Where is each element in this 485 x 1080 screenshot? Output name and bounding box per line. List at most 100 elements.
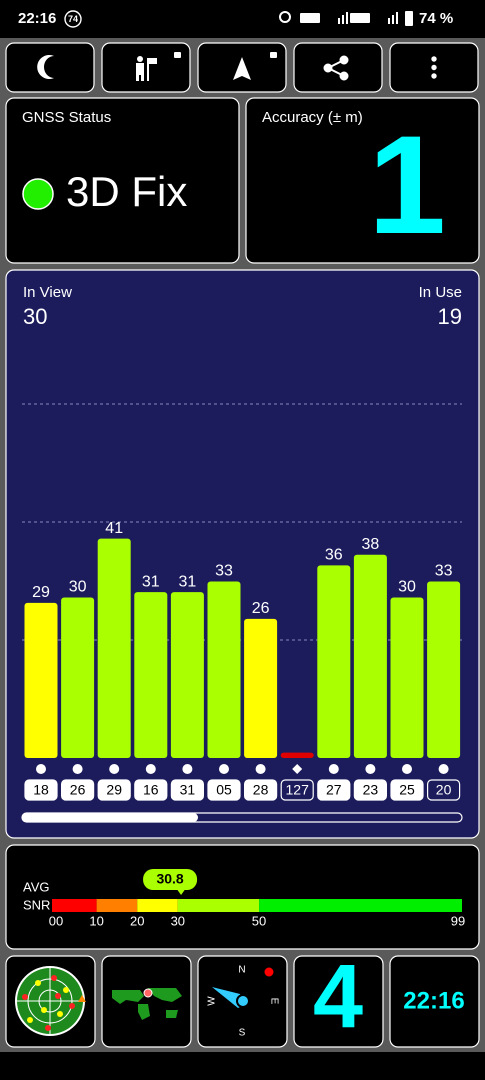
snr-value: 30 bbox=[69, 579, 87, 596]
satellite-id: 23 bbox=[363, 782, 379, 798]
accuracy-panel bbox=[245, 97, 480, 264]
satellite-marker bbox=[365, 764, 376, 774]
avg-snr-value: 30.8 bbox=[156, 871, 183, 887]
snr-bar bbox=[97, 538, 131, 758]
navigation-bar bbox=[0, 1052, 485, 1080]
satellite-marker bbox=[255, 764, 266, 774]
night-mode-button[interactable] bbox=[5, 42, 95, 93]
accuracy-label: Accuracy (± m) bbox=[262, 109, 363, 126]
snr-band bbox=[177, 899, 260, 912]
snr-value: 33 bbox=[215, 563, 233, 580]
moon-icon bbox=[37, 55, 54, 80]
snr-band bbox=[52, 899, 97, 912]
snr-value: 29 bbox=[32, 584, 50, 601]
avg-label: AVG bbox=[23, 879, 50, 894]
compass-hub bbox=[236, 994, 250, 1008]
lock-icon bbox=[270, 52, 277, 58]
snr-bar bbox=[353, 554, 387, 758]
location-share-button[interactable] bbox=[101, 42, 191, 93]
satellite-count-tile[interactable] bbox=[293, 955, 384, 1048]
satellite-id: 26 bbox=[70, 782, 86, 798]
snr-scale-label: 20 bbox=[130, 913, 144, 928]
satellite-id: 25 bbox=[399, 782, 415, 798]
snr-value: 36 bbox=[325, 547, 343, 564]
accuracy-value: 1 bbox=[368, 106, 446, 263]
satellite-id: 127 bbox=[286, 782, 310, 798]
satellite-marker bbox=[145, 764, 156, 774]
scroll-thumb[interactable] bbox=[22, 813, 198, 822]
satellite-id: 05 bbox=[216, 782, 232, 798]
compass-south: S bbox=[239, 1028, 246, 1039]
in-view-value: 30 bbox=[23, 304, 47, 329]
satellite-marker bbox=[109, 764, 120, 774]
compass-marker bbox=[264, 967, 274, 977]
in-use-label: In Use bbox=[419, 284, 462, 301]
snr-bar bbox=[390, 597, 424, 758]
snr-bar bbox=[170, 592, 204, 758]
avg-snr-panel bbox=[5, 844, 480, 950]
satellite-id-box bbox=[134, 779, 168, 801]
compass-north: N bbox=[238, 965, 245, 976]
satellite-id: 29 bbox=[106, 782, 122, 798]
snr-bars: 29 18 30 26 41 29 31 16 31 31 33 05 26 28 127 36 27 38 23 3… bbox=[24, 520, 461, 801]
satellite-id-box bbox=[353, 779, 387, 801]
gnss-status-value: 3D Fix bbox=[66, 168, 187, 215]
snr-bar bbox=[317, 565, 351, 758]
satellite-marker bbox=[328, 764, 339, 774]
snr-scale-label: 10 bbox=[89, 913, 103, 928]
in-view-label: In View bbox=[23, 284, 72, 301]
map-tile[interactable] bbox=[101, 955, 192, 1048]
snr-scale-label: 30 bbox=[171, 913, 185, 928]
snr-bar bbox=[427, 581, 461, 758]
snr-bar bbox=[24, 602, 58, 758]
status-time: 22:16 bbox=[18, 10, 56, 27]
snr-value: 41 bbox=[105, 520, 123, 537]
notification-count: 74 bbox=[68, 14, 78, 24]
satellite-id-box bbox=[97, 779, 131, 801]
snr-value: 31 bbox=[142, 573, 160, 590]
snr-band bbox=[137, 899, 178, 912]
satellite-id-box bbox=[207, 779, 241, 801]
snr-bar bbox=[134, 592, 168, 758]
snr-bar bbox=[61, 597, 95, 758]
satellite-id: 28 bbox=[253, 782, 269, 798]
clock-tile[interactable] bbox=[389, 955, 480, 1048]
snr-scale-label: 99 bbox=[451, 913, 465, 928]
satellite-id: 31 bbox=[180, 782, 196, 798]
avg-snr-badge bbox=[143, 869, 198, 890]
menu-icon bbox=[431, 56, 437, 79]
snr-band bbox=[259, 899, 462, 912]
toolbar bbox=[5, 42, 479, 93]
snr-label: SNR bbox=[23, 897, 50, 912]
clock: 22:16 bbox=[403, 987, 464, 1014]
satellite-id-box bbox=[317, 779, 351, 801]
satellite-id: 20 bbox=[436, 782, 452, 798]
share-button[interactable] bbox=[293, 42, 383, 93]
snr-value: 26 bbox=[252, 600, 270, 617]
satellite-id-box bbox=[60, 779, 95, 801]
snr-value: 33 bbox=[435, 563, 453, 580]
snr-bar bbox=[244, 618, 278, 758]
notification-badge bbox=[64, 10, 82, 28]
satellite-id-box bbox=[427, 779, 461, 801]
gnss-status-label: GNSS Status bbox=[22, 109, 111, 126]
share-icon bbox=[323, 55, 349, 81]
avg-snr-scale: 00 10 20 30 50 99 30.8 bbox=[49, 869, 465, 928]
snr-bar bbox=[207, 581, 241, 758]
snr-band bbox=[96, 899, 138, 912]
compass-west: W bbox=[207, 996, 218, 1006]
snr-scale-label: 00 bbox=[49, 913, 63, 928]
satellite-marker bbox=[72, 764, 83, 774]
satellite-marker bbox=[182, 764, 193, 774]
satellite-id: 16 bbox=[143, 782, 159, 798]
satellite-marker bbox=[438, 764, 449, 774]
snr-value: 30 bbox=[398, 579, 416, 596]
gnss-status-panel bbox=[5, 97, 240, 264]
satellite-marker bbox=[402, 764, 412, 774]
satellite-marker bbox=[219, 764, 229, 774]
snr-bar bbox=[280, 752, 314, 758]
snr-value: 31 bbox=[179, 573, 197, 590]
satellite-id-box bbox=[390, 779, 424, 801]
snr-value: 38 bbox=[362, 536, 380, 553]
